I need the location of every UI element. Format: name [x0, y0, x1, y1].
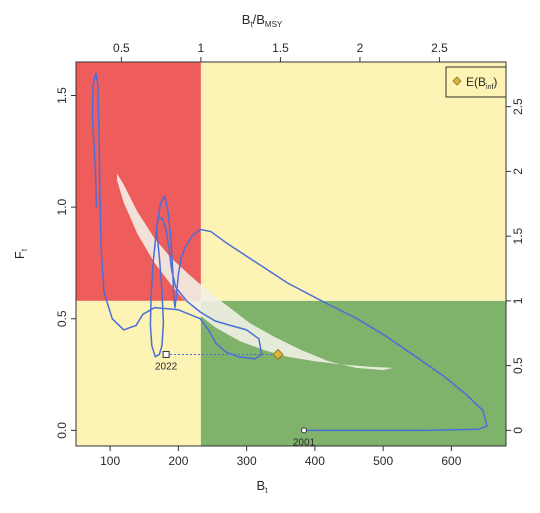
right-tick-label: 1 — [511, 297, 525, 304]
top-tick-label: 1.5 — [272, 41, 289, 55]
x-tick-label: 200 — [168, 454, 188, 468]
right-tick-label: 0.5 — [511, 357, 525, 374]
y-axis-title: Ft — [12, 248, 29, 259]
start-point-marker — [300, 427, 307, 434]
x-tick-label: 400 — [305, 454, 325, 468]
x-tick-label: 300 — [237, 454, 257, 468]
plot-frame — [75, 61, 507, 447]
y-tick-label: 1.5 — [55, 87, 69, 104]
legend: E(Binf) — [445, 66, 507, 98]
trajectory-markers: 2001 2022 — [155, 348, 316, 448]
zone-overfishing — [200, 62, 506, 301]
trajectory-series — [91, 72, 488, 432]
top-tick-label: 0.5 — [113, 41, 130, 55]
y-tick-label: 0.0 — [55, 422, 69, 439]
x-tick-label: 600 — [441, 454, 461, 468]
trajectory-line — [91, 72, 488, 432]
right-tick-label: 2 — [511, 168, 525, 175]
x-tick-label: 100 — [100, 454, 120, 468]
legend-diamond-icon — [452, 76, 462, 86]
right-tick-label: 0 — [511, 427, 525, 434]
top-tick-label: 2.5 — [431, 41, 448, 55]
top-tick-label: 1 — [198, 41, 205, 55]
right-tick-label: 2.5 — [511, 98, 525, 115]
end-year-label: 2022 — [155, 361, 178, 372]
end-point-marker — [162, 350, 170, 358]
y-tick-label: 0.5 — [55, 310, 69, 327]
y-tick-label: 1.0 — [55, 198, 69, 215]
zone-overfished — [76, 300, 201, 446]
zone-overfished-overfishing — [76, 62, 201, 301]
top-tick-label: 2 — [357, 41, 364, 55]
legend-entry-label: E(Binf) — [466, 75, 497, 91]
top-axis-title: Bt/BMSY — [242, 12, 283, 29]
right-tick-label: 1.5 — [511, 227, 525, 244]
expected-biomass-marker — [272, 348, 284, 361]
x-axis-title: Bt — [257, 478, 269, 495]
start-year-label: 2001 — [293, 437, 316, 448]
quadrant-zones — [76, 62, 506, 446]
axis-ticks: 100 200 300 400 500 600 0.0 0.5 1.0 1.5 0.5 1 1.5 2 2.… — [55, 41, 525, 468]
x-tick-label: 500 — [373, 454, 393, 468]
